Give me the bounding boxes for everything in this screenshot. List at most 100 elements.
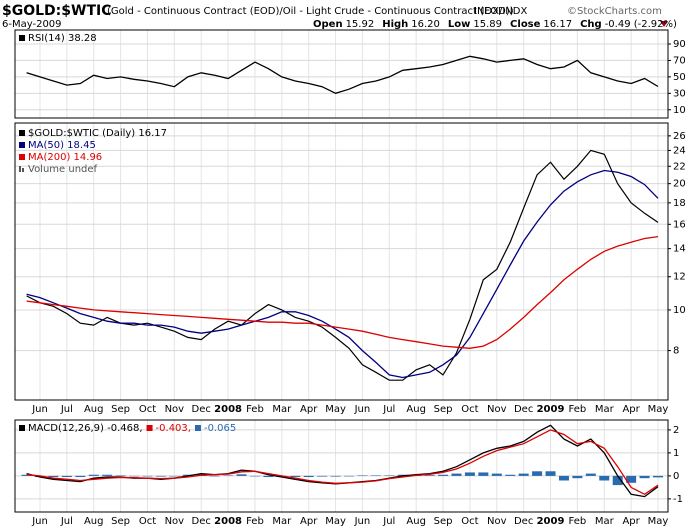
x-tick-label: Feb	[569, 516, 587, 527]
histogram-bar	[558, 475, 569, 481]
y-tick-label: 12	[673, 272, 686, 283]
quote-value: -0.49 (-2.92%)	[605, 19, 677, 30]
y-tick-label: 50	[673, 72, 686, 83]
histogram-bar	[505, 474, 516, 476]
histogram-bar	[370, 475, 381, 476]
histogram-bar	[612, 475, 623, 486]
legend-label: $GOLD:$WTIC (Daily) 16.17	[28, 128, 167, 139]
quote-label: High	[382, 19, 408, 30]
histogram-bar	[155, 475, 166, 477]
x-tick-label: Jun	[31, 516, 48, 527]
quote-label: Chg	[580, 19, 602, 30]
x-tick-label: Dec	[192, 516, 211, 527]
x-tick-label: Feb	[569, 404, 587, 415]
histogram-bar	[129, 475, 140, 477]
quote-label: Open	[313, 19, 343, 30]
x-tick-label: Aug	[406, 516, 426, 527]
x-tick-label: Sep	[434, 516, 453, 527]
x-tick-label: Oct	[461, 516, 478, 527]
y-tick-label: 16	[673, 219, 686, 230]
legend-label: -0.065	[204, 423, 236, 434]
legend-label: MA(50) 18.45	[28, 140, 96, 151]
y-tick-label: 10	[673, 305, 686, 316]
x-tick-label: May	[648, 404, 669, 415]
source: ©StockCharts.com	[567, 6, 662, 17]
legend-swatch	[146, 425, 153, 431]
histogram-bar	[518, 473, 529, 476]
histogram-bar	[424, 475, 435, 476]
legend-swatch	[22, 168, 24, 172]
y-tick-label: 26	[673, 131, 686, 142]
x-tick-label: Jun	[354, 516, 371, 527]
histogram-bar	[88, 474, 99, 476]
histogram-bar	[115, 475, 126, 476]
series-line	[26, 169, 659, 379]
legend-label: RSI(14) 38.28	[28, 33, 97, 44]
histogram-bar	[330, 475, 341, 477]
quote-value: 16.20	[411, 19, 440, 30]
histogram-bar	[61, 475, 72, 478]
histogram-bar	[303, 475, 314, 478]
legend-swatch	[19, 166, 21, 172]
y-tick-label: 30	[673, 88, 686, 99]
histogram-bar	[263, 475, 274, 478]
x-tick-label: Aug	[406, 404, 426, 415]
date: 6-May-2009	[2, 19, 62, 30]
x-tick-label: Feb	[246, 516, 264, 527]
exchange: INDX/INDX	[474, 6, 527, 17]
y-tick-label: 70	[673, 55, 686, 66]
y-tick-label: -1	[673, 494, 683, 505]
y-tick-label: 20	[673, 179, 686, 190]
x-tick-label: Apr	[622, 516, 640, 527]
x-tick-label: Apr	[622, 404, 640, 415]
x-tick-label: Dec	[514, 404, 533, 415]
x-tick-label: Sep	[111, 516, 130, 527]
series-line	[26, 429, 659, 496]
histogram-bar	[491, 473, 502, 476]
histogram-bar	[545, 471, 556, 476]
histogram-bar	[626, 475, 637, 483]
y-tick-label: 8	[673, 346, 679, 357]
down-arrow	[660, 21, 668, 27]
quote-label: Close	[510, 19, 541, 30]
x-tick-label: Jun	[31, 404, 48, 415]
panel-frame	[14, 122, 669, 401]
histogram-bar	[438, 474, 449, 476]
histogram-bar	[236, 474, 247, 476]
x-tick-label: Mar	[272, 404, 292, 415]
histogram-bar	[249, 475, 260, 477]
histogram-bar	[142, 475, 153, 477]
x-tick-label: Apr	[300, 516, 318, 527]
x-tick-label: 2009	[537, 404, 565, 415]
quote-label: Low	[448, 19, 470, 30]
x-tick-label: 2008	[214, 516, 242, 527]
y-tick-label: 14	[673, 244, 686, 255]
x-tick-label: Jun	[354, 404, 371, 415]
quote-value: 16.17	[543, 19, 572, 30]
histogram-bar	[451, 473, 462, 476]
x-tick-label: May	[325, 516, 346, 527]
histogram-bar	[384, 475, 395, 476]
histogram-bar	[639, 475, 650, 479]
y-tick-label: 18	[673, 198, 686, 209]
histogram-bar	[585, 473, 596, 476]
legend-label: MACD(12,26,9) -0.468,	[28, 423, 143, 434]
x-tick-label: Jul	[382, 404, 395, 415]
panel-frame	[14, 29, 669, 119]
histogram-bar	[344, 475, 354, 477]
y-tick-label: 22	[673, 161, 686, 172]
histogram-bar	[102, 474, 113, 476]
histogram-bar	[290, 475, 301, 478]
x-tick-label: 2009	[537, 516, 565, 527]
x-tick-label: Dec	[192, 404, 211, 415]
panel-frame	[14, 419, 669, 513]
x-tick-label: Mar	[595, 516, 615, 527]
histogram-bar	[223, 475, 234, 476]
legend-swatch	[19, 35, 25, 41]
legend-label: MA(200) 14.96	[28, 152, 102, 163]
x-tick-label: Nov	[165, 516, 185, 527]
legend-swatch	[19, 154, 25, 160]
y-tick-label: 10	[673, 105, 686, 116]
x-tick-label: Mar	[595, 404, 615, 415]
